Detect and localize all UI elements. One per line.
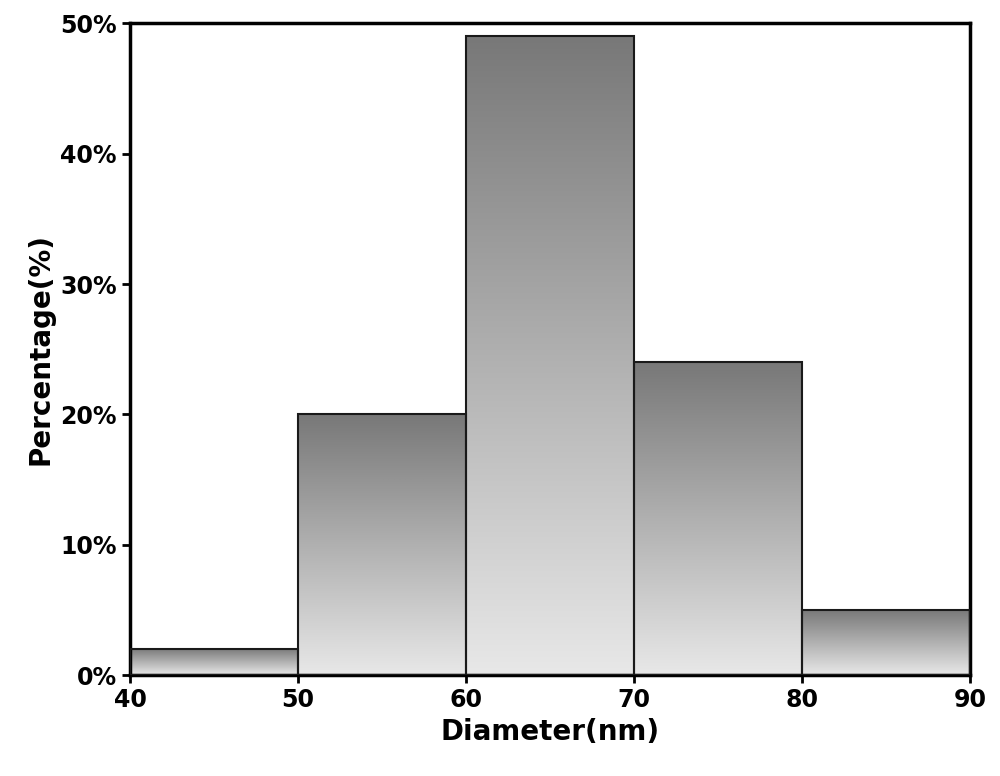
Bar [634,362,802,675]
Bar [802,610,970,675]
Bar [130,649,298,675]
Bar [466,36,634,675]
Y-axis label: Percentage(%): Percentage(%) [27,234,55,465]
Bar [298,414,466,675]
X-axis label: Diameter(nm): Diameter(nm) [440,718,660,746]
